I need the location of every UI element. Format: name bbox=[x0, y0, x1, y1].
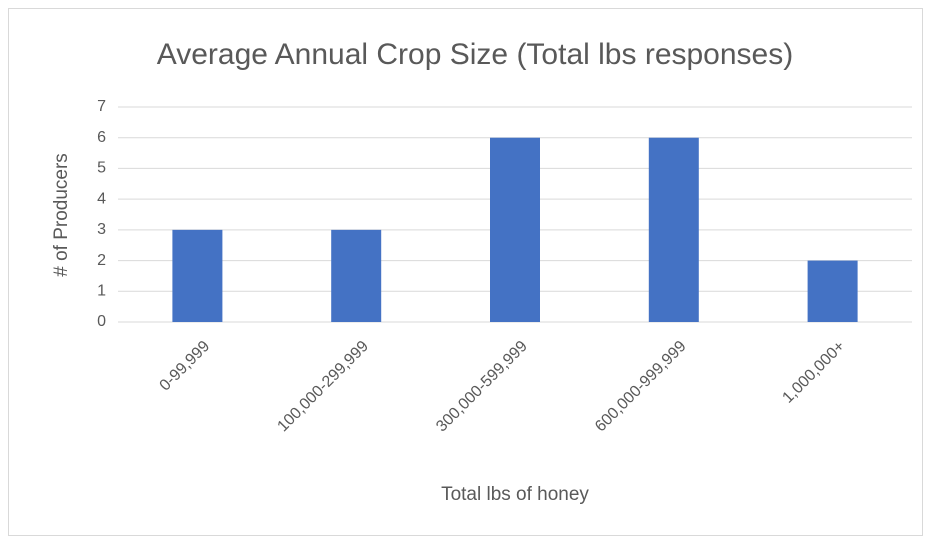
chart-border bbox=[8, 8, 923, 536]
y-tick-label: 2 bbox=[97, 252, 106, 269]
bar bbox=[490, 137, 540, 322]
y-tick-label: 3 bbox=[97, 221, 106, 238]
y-axis-label: # of Producers bbox=[51, 153, 72, 277]
chart-title: Average Annual Crop Size (Total lbs resp… bbox=[157, 38, 793, 71]
bar bbox=[807, 260, 858, 322]
y-tick-label: 0 bbox=[97, 313, 106, 330]
y-tick-label: 6 bbox=[97, 129, 106, 146]
bar bbox=[172, 229, 223, 322]
y-tick-label: 5 bbox=[97, 160, 106, 177]
bar bbox=[648, 137, 699, 322]
bar bbox=[331, 229, 382, 322]
y-tick-label: 4 bbox=[97, 190, 106, 207]
x-axis-label: Total lbs of honey bbox=[441, 484, 589, 505]
y-tick-label: 7 bbox=[97, 98, 106, 115]
y-tick-label: 1 bbox=[97, 283, 106, 300]
